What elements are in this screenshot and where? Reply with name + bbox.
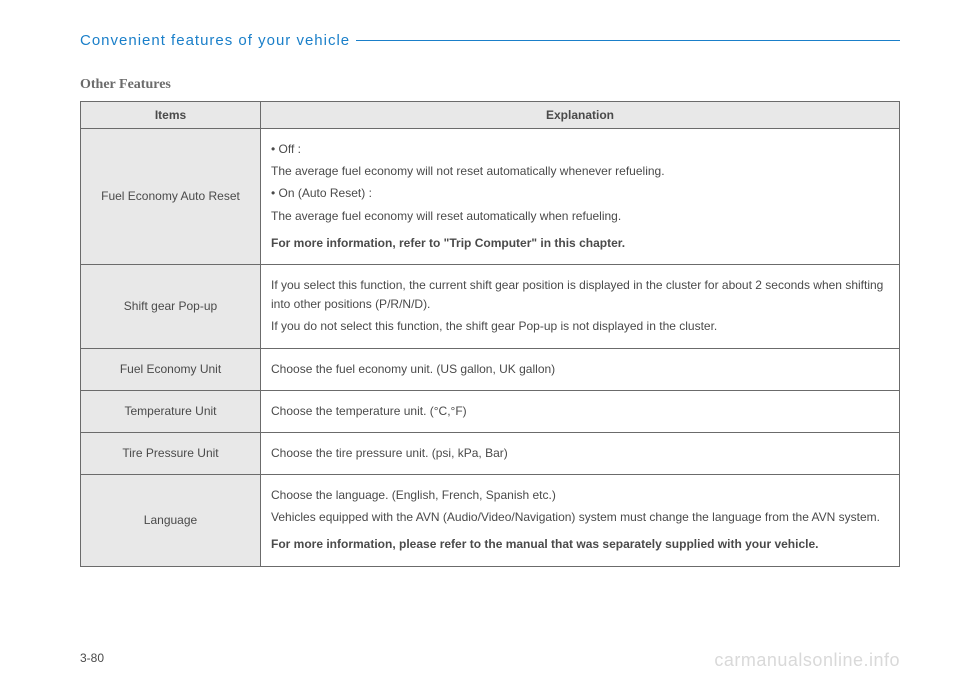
explanation-line: • On (Auto Reset) :	[271, 184, 889, 203]
page-number: 3-80	[80, 651, 104, 665]
table-body: Fuel Economy Auto Reset • Off : The averag…	[81, 129, 900, 567]
item-cell: Fuel Economy Unit	[81, 348, 261, 390]
watermark: carmanualsonline.info	[714, 650, 900, 671]
explanation-cell: Choose the language. (English, French, S…	[261, 475, 900, 567]
explanation-line: The average fuel economy will not reset …	[271, 162, 889, 181]
explanation-line: Vehicles equipped with the AVN (Audio/Vi…	[271, 508, 889, 527]
table-row: Tire Pressure Unit Choose the tire pressu…	[81, 432, 900, 474]
col-items: Items	[81, 102, 261, 129]
table-row: Temperature Unit Choose the temperature u…	[81, 390, 900, 432]
item-cell: Language	[81, 475, 261, 567]
explanation-line: The average fuel economy will reset auto…	[271, 207, 889, 226]
features-table: Items Explanation Fuel Economy Auto Rese…	[80, 101, 900, 567]
explanation-cell: Choose the temperature unit. (°C,°F)	[261, 390, 900, 432]
explanation-line: Choose the language. (English, French, S…	[271, 486, 889, 505]
item-cell: Tire Pressure Unit	[81, 432, 261, 474]
explanation-cell: • Off : The average fuel economy will not…	[261, 129, 900, 265]
section-title: Convenient features of your vehicle	[80, 32, 356, 49]
subheading-other-features: Other Features	[80, 77, 900, 93]
explanation-line: Choose the temperature unit. (°C,°F)	[271, 402, 889, 421]
table-header-row: Items Explanation	[81, 102, 900, 129]
explanation-line: If you select this function, the current…	[271, 276, 889, 314]
table-row: Fuel Economy Unit Choose the fuel economy…	[81, 348, 900, 390]
explanation-line: • Off :	[271, 140, 889, 159]
explanation-line: For more information, refer to "Trip Com…	[271, 234, 889, 253]
explanation-cell: If you select this function, the current…	[261, 264, 900, 348]
item-cell: Shift gear Pop-up	[81, 264, 261, 348]
item-cell: Fuel Economy Auto Reset	[81, 129, 261, 265]
explanation-line: If you do not select this function, the …	[271, 317, 889, 336]
explanation-line: Choose the fuel economy unit. (US gallon…	[271, 360, 889, 379]
explanation-cell: Choose the fuel economy unit. (US gallon…	[261, 348, 900, 390]
section-header: Convenient features of your vehicle	[80, 32, 900, 49]
table-row: Shift gear Pop-up If you select this func…	[81, 264, 900, 348]
col-explanation: Explanation	[261, 102, 900, 129]
table-row: Fuel Economy Auto Reset • Off : The averag…	[81, 129, 900, 265]
table-row: Language Choose the language. (English, F…	[81, 475, 900, 567]
item-cell: Temperature Unit	[81, 390, 261, 432]
explanation-line: For more information, please refer to th…	[271, 535, 889, 554]
section-divider	[356, 40, 900, 42]
explanation-line: Choose the tire pressure unit. (psi, kPa…	[271, 444, 889, 463]
explanation-cell: Choose the tire pressure unit. (psi, kPa…	[261, 432, 900, 474]
